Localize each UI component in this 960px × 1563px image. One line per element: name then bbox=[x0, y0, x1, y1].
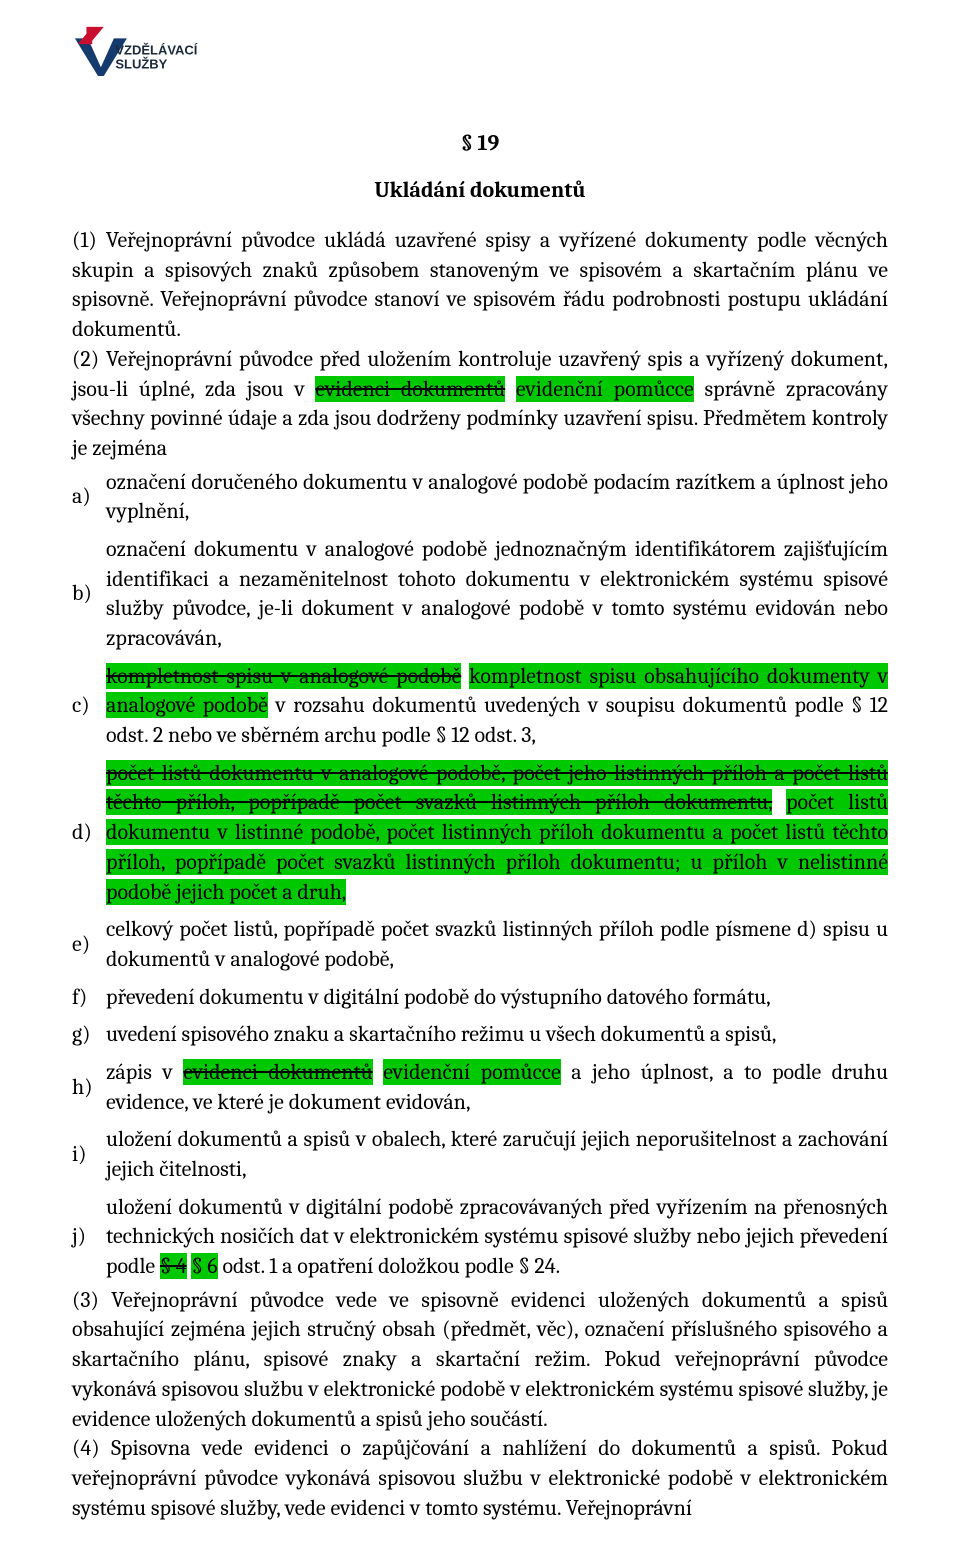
list-body: celkový počet listů, popřípadě počet sva… bbox=[106, 911, 888, 978]
h-struck-highlight: evidenci dokumentů bbox=[183, 1059, 373, 1085]
p2-space bbox=[505, 376, 516, 402]
list-item-d: d) počet listů dokumentu v analogové pod… bbox=[72, 755, 888, 911]
p2-highlight: evidenční pomůcce bbox=[516, 376, 694, 402]
list-marker: g) bbox=[72, 1016, 106, 1054]
paragraph-2: (2) Veřejnoprávní původce před uložením … bbox=[72, 345, 888, 464]
paragraph-3: (3) Veřejnoprávní původce vede ve spisov… bbox=[72, 1286, 888, 1434]
list-marker: i) bbox=[72, 1121, 106, 1188]
section-number: § 19 bbox=[72, 129, 888, 159]
d-space bbox=[772, 789, 786, 815]
list-item-e: e) celkový počet listů, popřípadě počet … bbox=[72, 911, 888, 978]
svg-text:VZDĚLÁVACÍ: VZDĚLÁVACÍ bbox=[115, 42, 197, 57]
j-tail: odst. 1 a opatření doložkou podle § 24. bbox=[218, 1253, 560, 1279]
j-struck-highlight: § 4 bbox=[160, 1253, 187, 1279]
list-body: uvedení spisového znaku a skartačního re… bbox=[106, 1016, 888, 1054]
list-item-g: g) uvedení spisového znaku a skartačního… bbox=[72, 1016, 888, 1054]
d-struck-highlight: počet listů dokumentu v analogové podobě… bbox=[106, 760, 888, 816]
list-item-h: h) zápis v evidenci dokumentů evidenční … bbox=[72, 1054, 888, 1121]
list-item-c: c) kompletnost spisu v analogové podobě … bbox=[72, 658, 888, 755]
list-marker: h) bbox=[72, 1054, 106, 1121]
list-marker: a) bbox=[72, 464, 106, 531]
list-body: uložení dokumentů v digitální podobě zpr… bbox=[106, 1189, 888, 1286]
list-body: zápis v evidenci dokumentů evidenční pom… bbox=[106, 1054, 888, 1121]
h-lead: zápis v bbox=[106, 1059, 183, 1085]
list-marker: f) bbox=[72, 979, 106, 1017]
logo-mark: VZDĚLÁVACÍ SLUŽBY bbox=[72, 20, 202, 90]
list-item-f: f) převedení dokumentu v digitální podob… bbox=[72, 979, 888, 1017]
list-marker: e) bbox=[72, 911, 106, 978]
lettered-list: a) označení doručeného dokumentu v analo… bbox=[72, 464, 888, 1286]
list-body: označení dokumentu v analogové podobě je… bbox=[106, 531, 888, 658]
list-body: převedení dokumentu v digitální podobě d… bbox=[106, 979, 888, 1017]
c-struck-highlight: kompletnost spisu v analogové podobě bbox=[106, 663, 461, 689]
logo: VZDĚLÁVACÍ SLUŽBY bbox=[72, 20, 888, 99]
h-space bbox=[373, 1059, 383, 1085]
list-marker: b) bbox=[72, 531, 106, 658]
list-marker: c) bbox=[72, 658, 106, 755]
list-body: označení doručeného dokumentu v analogov… bbox=[106, 464, 888, 531]
list-body: kompletnost spisu v analogové podobě kom… bbox=[106, 658, 888, 755]
list-body: počet listů dokumentu v analogové podobě… bbox=[106, 755, 888, 911]
c-space bbox=[461, 663, 469, 689]
list-item-i: i) uložení dokumentů a spisů v obalech, … bbox=[72, 1121, 888, 1188]
list-body: uložení dokumentů a spisů v obalech, kte… bbox=[106, 1121, 888, 1188]
paragraph-1: (1) Veřejnoprávní původce ukládá uzavřen… bbox=[72, 226, 888, 345]
list-item-b: b) označení dokumentu v analogové podobě… bbox=[72, 531, 888, 658]
list-item-j: j) uložení dokumentů v digitální podobě … bbox=[72, 1189, 888, 1286]
h-highlight: evidenční pomůcce bbox=[383, 1059, 561, 1085]
document-page: VZDĚLÁVACÍ SLUŽBY § 19 Ukládání dokument… bbox=[0, 0, 960, 1563]
list-item-a: a) označení doručeného dokumentu v analo… bbox=[72, 464, 888, 531]
svg-text:SLUŽBY: SLUŽBY bbox=[115, 57, 167, 72]
list-marker: j) bbox=[72, 1189, 106, 1286]
section-title: Ukládání dokumentů bbox=[72, 176, 888, 206]
list-marker: d) bbox=[72, 755, 106, 911]
paragraph-4: (4) Spisovna vede evidenci o zapůjčování… bbox=[72, 1434, 888, 1523]
p2-struck-highlight: evidenci dokumentů bbox=[315, 376, 505, 402]
j-highlight: § 6 bbox=[191, 1253, 217, 1279]
